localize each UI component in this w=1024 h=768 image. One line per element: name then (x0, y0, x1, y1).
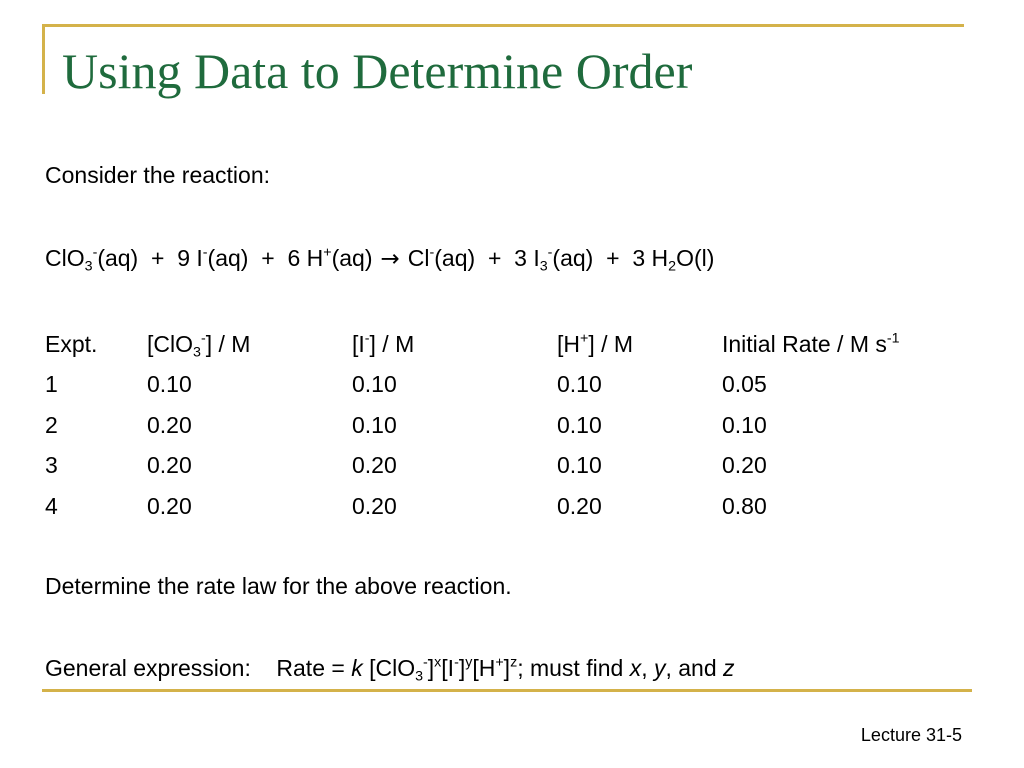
cell-rate: 0.20 (722, 452, 767, 479)
left-frame-rule (42, 24, 45, 94)
header-hydrogen: [H+] / M (557, 330, 634, 357)
footer-lecture-number: Lecture 31-5 (860, 725, 962, 745)
header-clo3: [ClO3-] / M (147, 330, 251, 361)
cell-hydrogen: 0.10 (557, 411, 602, 438)
cell-hydrogen: 0.20 (557, 492, 602, 519)
cell-clo3: 0.10 (147, 371, 192, 398)
cell-hydrogen: 0.10 (557, 371, 602, 398)
rate-data-table: Expt. [ClO3-] / M [I-] / M [H+] / M Init… (45, 324, 962, 527)
header-iodide: [I-] / M (352, 330, 415, 357)
table-row: 3 0.20 0.20 0.10 0.20 (45, 446, 962, 487)
bottom-rule (42, 689, 972, 692)
cell-hydrogen: 0.10 (557, 452, 602, 479)
cell-clo3: 0.20 (147, 492, 192, 519)
cell-rate: 0.80 (722, 492, 767, 519)
table-header-row: Expt. [ClO3-] / M [I-] / M [H+] / M Init… (45, 324, 962, 365)
table-row: 1 0.10 0.10 0.10 0.05 (45, 365, 962, 406)
table-row: 4 0.20 0.20 0.20 0.80 (45, 486, 962, 527)
header-rate: Initial Rate / M s-1 (722, 330, 900, 357)
reaction-arrow: → (380, 246, 400, 272)
cell-clo3: 0.20 (147, 411, 192, 438)
cell-expt: 3 (45, 452, 58, 479)
cell-clo3: 0.20 (147, 452, 192, 479)
cell-rate: 0.10 (722, 411, 767, 438)
cell-expt: 1 (45, 371, 58, 398)
top-frame-rule (42, 24, 964, 27)
table-row: 2 0.20 0.10 0.10 0.10 (45, 405, 962, 446)
cell-iodide: 0.10 (352, 371, 397, 398)
cell-iodide: 0.20 (352, 492, 397, 519)
cell-expt: 4 (45, 492, 58, 519)
question-text: Determine the rate law for the above rea… (45, 573, 512, 599)
cell-iodide: 0.20 (352, 452, 397, 479)
slide-title: Using Data to Determine Order (62, 43, 693, 99)
reaction-equation: ClO3-(aq) + 9 I-(aq) + 6 H+(aq) → Cl-(aq) … (45, 244, 715, 275)
cell-iodide: 0.10 (352, 411, 397, 438)
general-expression: General expression: Rate = k [ClO3-]x[I-… (45, 654, 735, 685)
cell-rate: 0.05 (722, 371, 767, 398)
header-expt: Expt. (45, 330, 98, 357)
intro-text: Consider the reaction: (45, 162, 271, 188)
cell-expt: 2 (45, 411, 58, 438)
